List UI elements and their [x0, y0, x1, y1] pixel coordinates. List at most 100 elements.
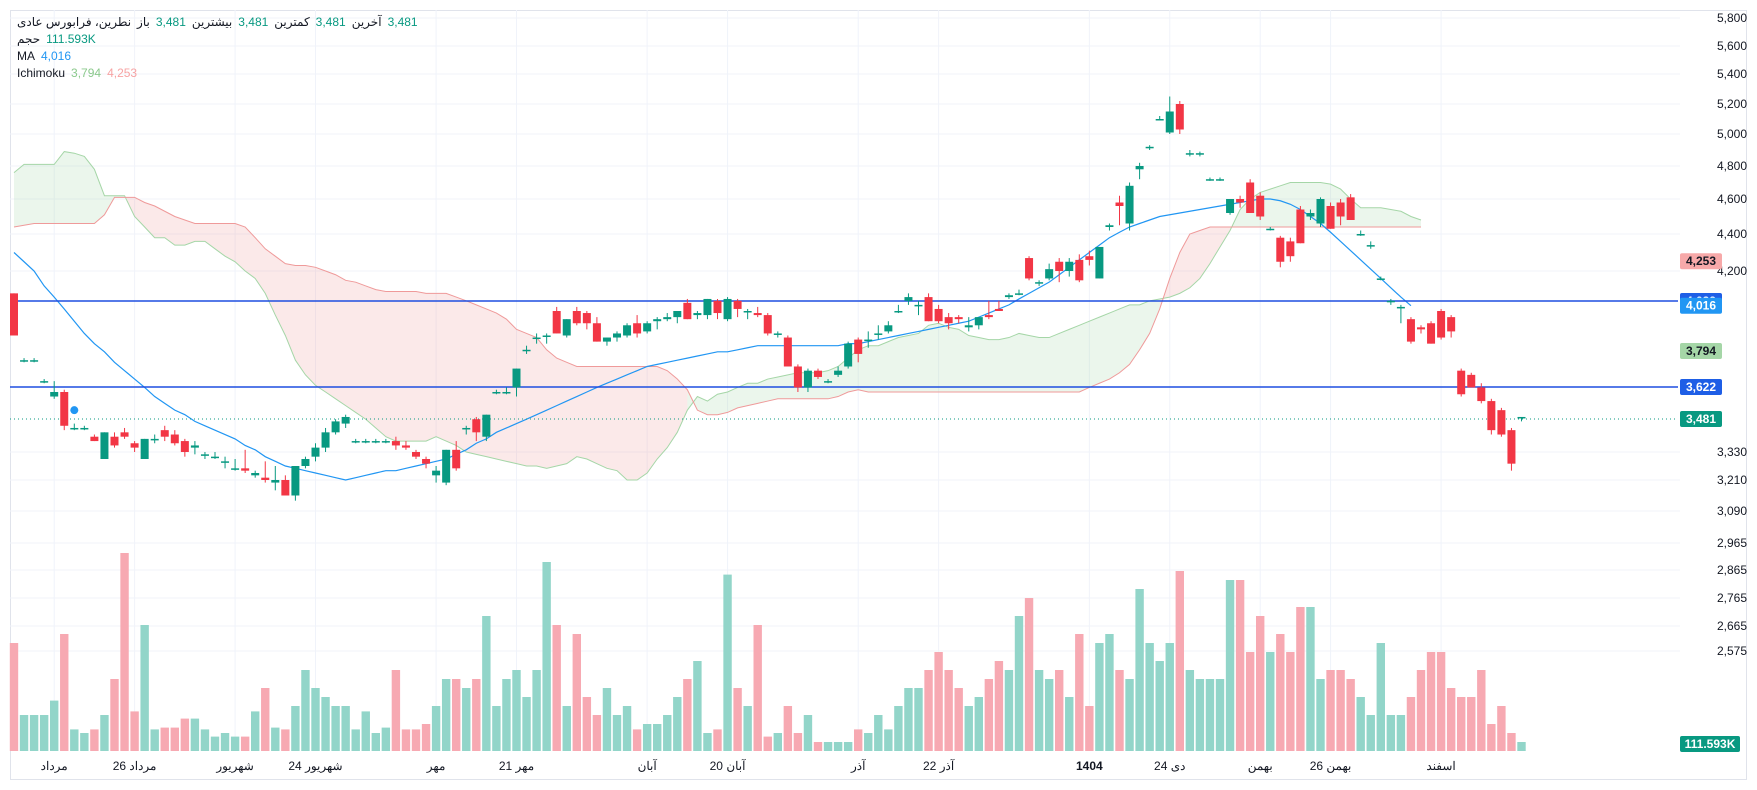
volume-bar-55	[562, 706, 571, 751]
candle-body-102	[1035, 282, 1044, 284]
legend-volume-row[interactable]: حجم 111.593K	[17, 31, 418, 48]
price-badge-5	[1680, 411, 1722, 427]
candle-84	[854, 337, 863, 363]
candle-body-105	[1065, 261, 1074, 271]
chart-frame[interactable]	[10, 10, 1747, 780]
volume-bar-52	[532, 670, 541, 751]
candle-body-1	[20, 360, 29, 362]
candle-89	[904, 293, 913, 305]
volume-bar-71	[723, 574, 732, 751]
volume-bar-110	[1115, 670, 1124, 751]
volume-bar-118	[1195, 679, 1205, 751]
x-tick-label-9: 22 آذر	[923, 758, 955, 773]
volume-badge	[1680, 736, 1740, 752]
candle-77	[783, 335, 792, 367]
volume-bar-92	[934, 652, 943, 751]
volume-bar-62	[632, 729, 642, 751]
volume-bar-30	[311, 688, 320, 751]
candle-142	[1437, 308, 1446, 340]
volume-bar-141	[1426, 652, 1436, 751]
candle-body-144	[1457, 370, 1466, 395]
volume-bar-78	[793, 733, 803, 751]
cloud-fill-0	[14, 151, 125, 227]
candle-4	[50, 381, 59, 399]
candle-12	[130, 441, 139, 452]
volume-bar-68	[693, 661, 702, 751]
candle-136	[1376, 276, 1385, 281]
price-badge-0	[1680, 253, 1722, 270]
candle-body-77	[783, 337, 792, 367]
candle-115	[1165, 96, 1174, 134]
candle-96	[974, 317, 983, 330]
legend-ma-row[interactable]: MA 4,016	[17, 48, 418, 65]
volume-bar-95	[964, 706, 973, 751]
candle-18	[190, 441, 199, 455]
candle-body-7	[80, 427, 89, 430]
candle-body-117	[1185, 153, 1194, 155]
candle-body-134	[1356, 234, 1365, 236]
volume-bar-89	[904, 688, 913, 751]
candle-body-133	[1346, 197, 1355, 220]
volume-bar-8	[90, 729, 99, 751]
candle-28	[291, 466, 300, 501]
candle-body-4	[50, 391, 59, 397]
candlesticks[interactable]	[10, 96, 1526, 501]
candle-body-0	[10, 293, 18, 336]
candle-body-22	[231, 468, 240, 470]
candle-body-98	[994, 308, 1003, 311]
candle-body-19	[200, 454, 209, 456]
candle-body-136	[1376, 278, 1385, 280]
candle-29	[301, 456, 310, 469]
volume-bar-135	[1366, 715, 1375, 751]
candle-body-71	[723, 298, 732, 320]
candle-44	[452, 441, 461, 471]
volume-bar-73	[743, 706, 752, 751]
price-axis[interactable]: 5,800 5,600 5,400 5,200 5,000 4,800 4,600 4,400…	[1717, 11, 1747, 658]
candle-body-104	[1055, 261, 1064, 271]
candle-20	[211, 452, 219, 459]
candle-68	[693, 311, 702, 320]
volume-bar-98	[994, 661, 1004, 751]
candle-body-80	[814, 370, 822, 377]
time-axis[interactable]: مرداد 26 مرداد شهریور 24 شهریور مهر 21 مهر آبا…	[41, 758, 1456, 773]
volume-bar-148	[1497, 706, 1506, 751]
volume-bar-80	[813, 742, 823, 751]
candle-body-149	[1507, 430, 1516, 464]
legend-close-label: آخرین	[351, 15, 382, 29]
x-tick-label-8: آذر	[850, 758, 866, 773]
candle-body-112	[1135, 166, 1144, 170]
volume-bar-102	[1034, 670, 1044, 751]
candle-101	[1025, 256, 1034, 281]
candle-body-150	[1517, 416, 1526, 419]
candle-body-87	[884, 325, 893, 332]
candle-65	[663, 313, 672, 322]
volume-bar-127	[1286, 652, 1295, 751]
candle-body-11	[120, 432, 129, 437]
candle-body-40	[412, 452, 420, 457]
candle-body-121	[1226, 199, 1235, 213]
candle-140	[1417, 325, 1425, 334]
x-tick-label-2: شهریور	[215, 759, 254, 773]
candle-146	[1477, 383, 1486, 404]
volume-bar-125	[1266, 652, 1275, 751]
candle-body-34	[351, 441, 360, 443]
candle-25	[261, 461, 270, 483]
candle-body-143	[1447, 317, 1456, 332]
candle-9	[100, 432, 109, 459]
horizontal-lines[interactable]	[10, 300, 1678, 420]
legend-ichimoku-row[interactable]: Ichimoku 3,794 4,253	[17, 65, 418, 82]
candle-127	[1286, 237, 1295, 262]
volume-bar-101	[1024, 598, 1034, 751]
candle-body-60	[613, 333, 621, 338]
candle-body-125	[1266, 228, 1275, 231]
y-tick-label-7: 4,400	[1717, 227, 1747, 241]
candle-122	[1236, 195, 1245, 208]
candle-body-67	[683, 302, 692, 320]
candle-body-78	[793, 366, 802, 388]
candle-148	[1497, 407, 1506, 437]
candle-147	[1487, 398, 1496, 435]
candle-body-116	[1175, 104, 1184, 130]
candle-body-68	[693, 313, 702, 316]
volume-bar-100	[1014, 616, 1024, 751]
